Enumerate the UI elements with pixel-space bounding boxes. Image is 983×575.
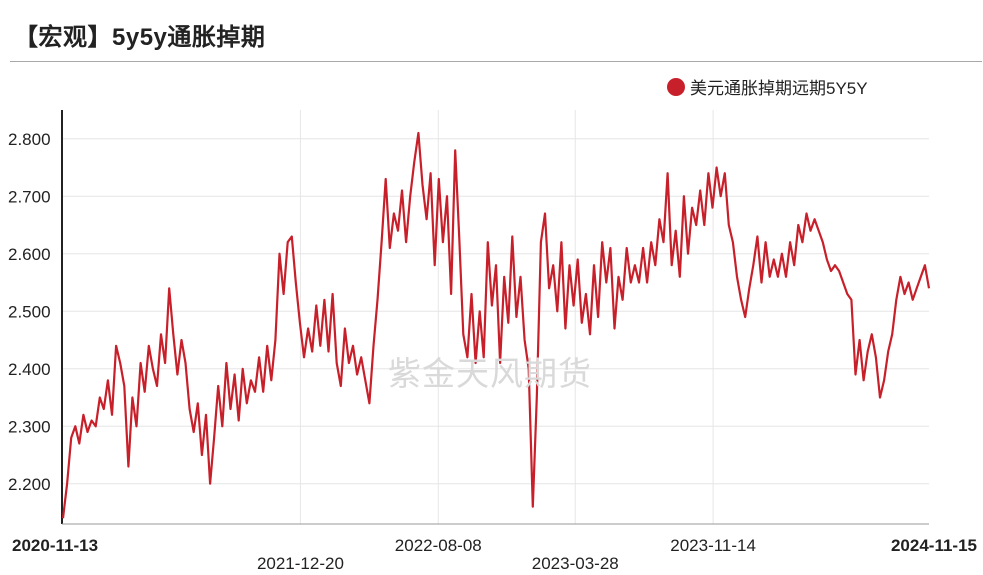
page-title: 【宏观】5y5y通胀掉期 — [14, 24, 266, 51]
watermark: 紫金天风期货 — [388, 354, 592, 393]
y-tick-label: 2.200 — [8, 475, 51, 494]
legend-marker-icon — [667, 77, 685, 96]
x-tick-label: 2020-11-13 — [12, 536, 98, 555]
y-tick-label: 2.600 — [8, 245, 51, 264]
legend-label: 美元通胀掉期远期5Y5Y — [690, 79, 868, 98]
x-tick-label: 2023-11-14 — [670, 536, 756, 555]
x-tick-label: 2021-12-20 — [257, 554, 344, 573]
y-tick-label: 2.300 — [8, 417, 51, 436]
tick-labels: 2.200 2.300 2.400 2.500 2.600 2.700 2.800 2020-… — [8, 130, 977, 573]
series-line[interactable] — [61, 131, 931, 519]
x-tick-label: 2024-11-15 — [891, 536, 977, 555]
y-tick-label: 2.500 — [8, 302, 51, 321]
series-layer — [61, 131, 931, 519]
y-tick-label: 2.700 — [8, 187, 51, 206]
x-tick-label: 2022-08-08 — [395, 536, 482, 555]
grid-lines — [62, 110, 929, 524]
axes — [61, 110, 929, 525]
y-tick-label: 2.400 — [8, 360, 51, 379]
chart-legend[interactable]: 美元通胀掉期远期5Y5Y — [667, 74, 868, 99]
title-divider — [10, 61, 982, 62]
y-tick-label: 2.800 — [8, 130, 51, 149]
x-tick-label: 2023-03-28 — [532, 554, 619, 573]
